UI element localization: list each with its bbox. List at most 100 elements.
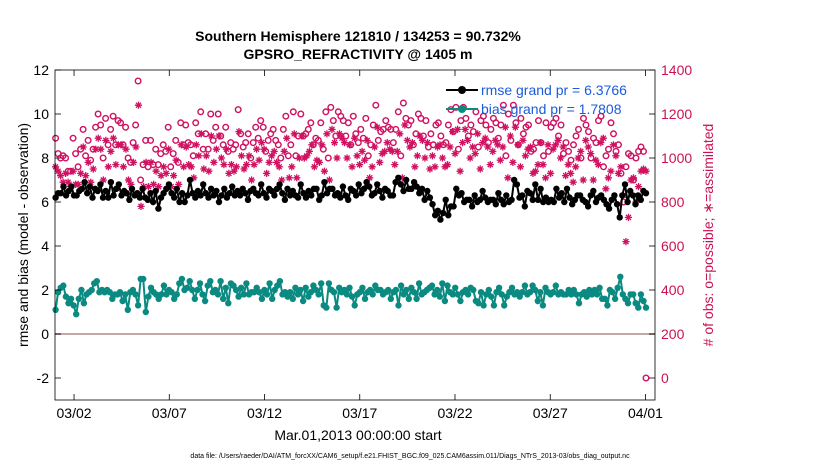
possible-obs-marker (562, 139, 570, 147)
assimilated-obs-marker (202, 152, 210, 160)
assimilated-obs-marker (499, 143, 507, 151)
assimilated-obs-marker (461, 125, 469, 133)
assimilated-obs-marker (577, 147, 585, 155)
possible-obs-marker (357, 125, 365, 133)
data-point (183, 284, 191, 291)
assimilated-obs-marker (418, 136, 427, 144)
data-point (635, 304, 642, 311)
assimilated-obs-marker (373, 123, 381, 131)
assimilated-obs-marker (338, 134, 346, 142)
possible-obs-marker (537, 139, 545, 147)
assimilated-obs-marker (607, 167, 615, 175)
possible-obs-marker (202, 130, 210, 138)
possible-obs-marker (344, 119, 352, 127)
assimilated-obs-marker (247, 176, 256, 184)
possible-obs-marker (509, 101, 517, 109)
data-point (297, 286, 304, 294)
data-point (458, 190, 465, 197)
data-point (80, 300, 88, 307)
data-point (421, 196, 428, 203)
possible-obs-marker (482, 121, 490, 129)
possible-obs-marker (519, 130, 527, 138)
y-right-tick-label: 1400 (661, 62, 692, 78)
data-point (160, 282, 168, 289)
data-point (418, 185, 426, 192)
assimilated-obs-marker (142, 158, 150, 166)
data-point (519, 289, 526, 296)
assimilated-obs-marker (356, 161, 364, 169)
data-point (488, 293, 495, 300)
possible-obs-marker (582, 121, 590, 129)
data-point (88, 286, 95, 294)
possible-obs-marker (494, 134, 502, 142)
assimilated-obs-marker (479, 139, 487, 147)
assimilated-obs-marker (99, 176, 107, 184)
assimilated-obs-marker (330, 139, 339, 147)
data-point (400, 187, 407, 195)
assimilated-obs-marker (273, 158, 281, 166)
data-point (403, 286, 410, 294)
assimilated-obs-marker (97, 145, 105, 153)
assimilated-obs-marker (205, 167, 213, 175)
assimilated-obs-marker (541, 174, 550, 182)
assimilated-obs-marker (501, 123, 509, 131)
data-point (238, 284, 245, 291)
possible-obs-marker (119, 141, 127, 149)
assimilated-obs-marker (491, 136, 499, 144)
assimilated-obs-marker (496, 156, 504, 164)
data-point (492, 201, 499, 208)
data-point (376, 187, 383, 195)
possible-obs-marker (499, 101, 507, 109)
possible-obs-marker (77, 145, 85, 153)
assimilated-obs-marker (589, 176, 597, 184)
assimilated-obs-marker (268, 152, 276, 160)
data-point (281, 196, 289, 203)
assimilated-obs-marker (559, 143, 567, 151)
possible-obs-marker (374, 136, 382, 144)
assimilated-obs-marker (368, 163, 376, 171)
assimilated-obs-marker (270, 147, 278, 155)
data-point (186, 278, 193, 285)
assimilated-obs-marker (361, 156, 369, 164)
possible-obs-marker (347, 141, 355, 149)
data-point (243, 280, 250, 287)
data-point (207, 185, 215, 192)
assimilated-obs-marker (305, 147, 313, 155)
assimilated-obs-marker (443, 161, 452, 169)
possible-obs-marker (317, 119, 325, 127)
assimilated-obs-marker (340, 139, 349, 147)
data-point (601, 295, 608, 302)
possible-obs-marker (362, 114, 370, 122)
x-tick-label: 03/02 (57, 405, 92, 421)
assimilated-obs-marker (165, 145, 173, 153)
assimilated-obs-marker (215, 132, 223, 140)
assimilated-obs-marker (122, 145, 130, 153)
possible-obs-marker (434, 119, 442, 127)
assimilated-obs-marker (411, 163, 419, 171)
data-point (366, 183, 373, 190)
possible-obs-marker (442, 139, 450, 147)
possible-obs-marker (269, 125, 277, 133)
assimilated-obs-marker (474, 130, 482, 138)
possible-obs-marker (394, 108, 402, 116)
assimilated-obs-marker (456, 167, 464, 175)
data-point (200, 181, 207, 188)
possible-obs-marker (129, 139, 137, 147)
possible-obs-marker (517, 114, 525, 122)
assimilated-obs-marker (102, 136, 110, 144)
data-point (57, 190, 64, 197)
assimilated-obs-marker (597, 139, 605, 147)
possible-obs-marker (284, 152, 292, 160)
possible-obs-marker (349, 112, 357, 120)
data-point (318, 192, 325, 199)
assimilated-obs-marker (293, 174, 301, 182)
assimilated-obs-marker (423, 139, 432, 147)
possible-obs-marker (487, 125, 495, 133)
data-point (619, 192, 626, 199)
possible-obs-marker (444, 121, 452, 129)
possible-obs-marker (612, 147, 620, 155)
data-point (197, 192, 204, 199)
data-file-footer: data file: /Users/raeder/DAI/ATM_forcXX/… (190, 453, 630, 460)
data-point (325, 280, 333, 287)
data-point (355, 181, 362, 188)
